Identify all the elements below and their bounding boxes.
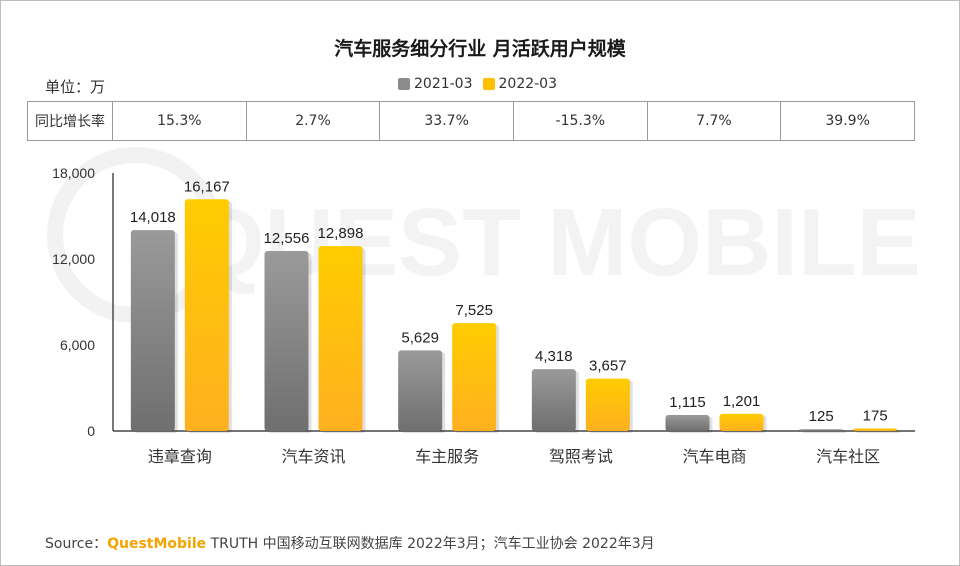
bar-2022-03 xyxy=(585,378,630,431)
bar-value-label: 12,556 xyxy=(264,230,310,247)
yoy-header: 同比增长率 xyxy=(27,101,113,141)
legend-swatch-2021 xyxy=(398,78,410,90)
chart-title: 汽车服务细分行业 月活跃用户规模 xyxy=(334,38,626,60)
bar-2022-03 xyxy=(452,323,497,431)
bar-value-label: 5,629 xyxy=(401,329,439,346)
bar-2021-03 xyxy=(264,251,309,431)
bar-value-label: 1,115 xyxy=(669,394,705,411)
bar-value-label: 1,201 xyxy=(723,393,761,410)
bar-2022-03 xyxy=(719,413,764,431)
bar-2021-03 xyxy=(799,429,844,431)
bar-2022-03 xyxy=(853,428,898,431)
bar-shadow xyxy=(856,430,901,433)
bar-value-label: 125 xyxy=(809,408,834,425)
legend-label-2022: 2022-03 xyxy=(498,76,558,92)
source-prefix: Source： xyxy=(45,536,108,552)
y-tick-label: 18,000 xyxy=(52,165,95,181)
y-tick-label: 12,000 xyxy=(52,251,95,267)
bar-value-label: 16,167 xyxy=(184,178,230,195)
yoy-cell-5: 7.7% xyxy=(646,101,782,141)
x-category-label: 汽车资讯 xyxy=(281,447,345,466)
bar-value-label: 14,018 xyxy=(130,209,176,226)
bar-2022-03 xyxy=(184,199,229,431)
legend-label-2021: 2021-03 xyxy=(414,76,473,92)
yoy-growth-table: 同比增长率 15.3% 2.7% 33.7% -15.3% 7.7% 39.9% xyxy=(27,101,915,141)
x-category-label: 汽车社区 xyxy=(816,447,880,466)
bar-value-label: 175 xyxy=(863,407,888,424)
x-category-label: 驾照考试 xyxy=(549,447,613,466)
bar-2021-03 xyxy=(398,350,443,431)
yoy-cell-4: -15.3% xyxy=(512,101,648,141)
bar-2022-03 xyxy=(318,246,363,431)
legend-item-2022: 2022-03 xyxy=(482,76,558,92)
source-note: Source：QuestMobile TRUTH 中国移动互联网数据库 2022… xyxy=(45,533,655,553)
x-category-label: 违章查询 xyxy=(148,447,212,466)
x-category-label: 汽车电商 xyxy=(682,447,746,466)
source-brand: QuestMobile xyxy=(107,536,207,552)
source-text: TRUTH 中国移动互联网数据库 2022年3月；汽车工业协会 2022年3月 xyxy=(206,536,655,552)
unit-label: 单位：万 xyxy=(45,78,106,96)
legend-swatch-2022 xyxy=(482,78,495,90)
yoy-cell-2: 2.7% xyxy=(245,101,381,141)
chart-bars xyxy=(130,199,901,433)
bar-2021-03 xyxy=(130,230,175,431)
legend: 2021-03 2022-03 xyxy=(398,76,567,92)
bar-value-label: 7,525 xyxy=(455,302,493,319)
x-category-label: 车主服务 xyxy=(415,447,479,466)
yoy-cell-6: 39.9% xyxy=(780,101,915,141)
y-tick-label: 6,000 xyxy=(60,337,95,353)
bar-2021-03 xyxy=(531,369,576,431)
yoy-cell-3: 33.7% xyxy=(379,101,514,141)
y-tick-label: 0 xyxy=(87,423,95,439)
bar-shadow xyxy=(802,431,847,433)
chart-axes: 0 6,000 12,000 18,000 xyxy=(52,165,915,439)
bar-value-label: 3,657 xyxy=(589,358,627,375)
yoy-cell-1: 15.3% xyxy=(112,101,247,141)
bar-value-label: 12,898 xyxy=(318,225,364,242)
yoy-row: 同比增长率 15.3% 2.7% 33.7% -15.3% 7.7% 39.9% xyxy=(27,101,915,141)
legend-item-2021: 2021-03 xyxy=(398,76,473,92)
bar-2021-03 xyxy=(665,415,710,431)
bar-value-label: 4,318 xyxy=(535,348,573,365)
chart-labels: 违章查询 14,018 16,167 汽车资讯 12,556 12,898 车主服务 5,62… xyxy=(130,178,888,466)
